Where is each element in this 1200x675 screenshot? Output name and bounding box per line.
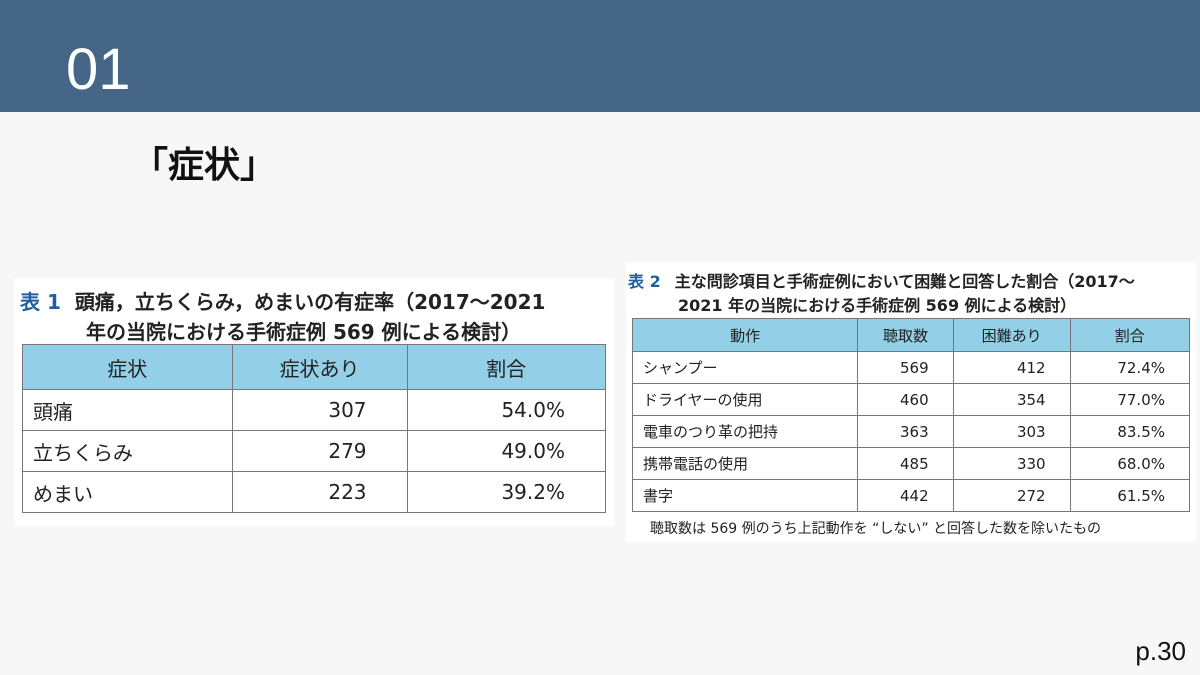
header-bar: [0, 0, 1200, 112]
cell-value: 72.4%: [1069, 351, 1191, 384]
row-label: 頭痛: [22, 389, 233, 431]
table-row: ドライヤーの使用 460 354 77.0%: [631, 383, 1191, 416]
header-row: 症状 症状あり 割合: [22, 344, 607, 390]
cell-value: 68.0%: [1069, 447, 1191, 480]
table-label: 表 2: [628, 272, 661, 291]
cell-value: 460: [857, 383, 954, 416]
cell-value: 303: [952, 415, 1071, 448]
table1-panel: 表 1 頭痛，立ちくらみ，めまいの有症率（2017〜2021 年の当院における手術…: [14, 278, 614, 526]
cell-value: 330: [952, 447, 1071, 480]
cell-value: 569: [857, 351, 954, 384]
table: 動作 聴取数 困難あり 割合 シャンプー 569 412 72.4% ドライヤーの使用 460 35…: [631, 318, 1191, 512]
caption-line: 2021 年の当院における手術症例 569 例による検討）: [678, 296, 1077, 315]
cell-value: 279: [231, 430, 408, 472]
cell-value: 412: [952, 351, 1071, 384]
caption: 表 2 主な問診項目と手術症例において困難と回答した割合（2017〜: [628, 268, 1135, 292]
row-label: 立ちくらみ: [22, 430, 233, 472]
table-row: 立ちくらみ 279 49.0%: [22, 430, 607, 472]
cell-value: 307: [231, 389, 408, 431]
table-row: めまい 223 39.2%: [22, 471, 607, 513]
cell-value: 49.0%: [406, 430, 607, 472]
cell-value: 77.0%: [1069, 383, 1191, 416]
cell-value: 223: [231, 471, 408, 513]
slide-title: 「症状」: [132, 145, 277, 186]
page-number: p.30: [1135, 636, 1186, 666]
cell-value: 54.0%: [406, 389, 607, 431]
column-header: 症状あり: [231, 344, 408, 390]
table2-panel: 表 2 主な問診項目と手術症例において困難と回答した割合（2017〜 2021 年…: [626, 262, 1196, 542]
table-row: シャンプー 569 412 72.4%: [631, 351, 1191, 384]
row-label: 電車のつり革の把持: [631, 415, 859, 448]
cell-value: 485: [857, 447, 954, 480]
column-header: 割合: [406, 344, 607, 390]
cell-value: 354: [952, 383, 1071, 416]
table-row: 頭痛 307 54.0%: [22, 389, 607, 431]
table-row: 書字 442 272 61.5%: [631, 479, 1191, 512]
caption-line: 頭痛，立ちくらみ，めまいの有症率（2017〜2021: [74, 290, 546, 314]
table-label: 表 1: [20, 290, 61, 314]
cell-value: 61.5%: [1069, 479, 1191, 512]
cell-value: 83.5%: [1069, 415, 1191, 448]
row-label: ドライヤーの使用: [631, 383, 859, 416]
cell-value: 39.2%: [406, 471, 607, 513]
column-header: 動作: [631, 318, 859, 352]
cell-value: 272: [952, 479, 1071, 512]
cell-value: 363: [857, 415, 954, 448]
column-header: 割合: [1069, 318, 1191, 352]
caption-line: 主な問診項目と手術症例において困難と回答した割合（2017〜: [674, 272, 1135, 291]
table-note: 聴取数は 569 例のうち上記動作を “しない” と回答した数を除いたもの: [650, 521, 1102, 537]
column-header: 聴取数: [857, 318, 954, 352]
row-label: 書字: [631, 479, 859, 512]
column-header: 症状: [22, 344, 233, 390]
caption: 表 1 頭痛，立ちくらみ，めまいの有症率（2017〜2021: [20, 286, 545, 315]
table-row: 電車のつり革の把持 363 303 83.5%: [631, 415, 1191, 448]
table: 症状 症状あり 割合 頭痛 307 54.0% 立ちくらみ 279 49.0% めまい 223 39.…: [22, 344, 607, 513]
caption-line: 年の当院における手術症例 569 例による検討）: [86, 320, 522, 344]
column-header: 困難あり: [952, 318, 1071, 352]
cell-value: 442: [857, 479, 954, 512]
row-label: めまい: [22, 471, 233, 513]
table-row: 携帯電話の使用 485 330 68.0%: [631, 447, 1191, 480]
row-label: シャンプー: [631, 351, 859, 384]
section-number: 01: [66, 37, 131, 102]
row-label: 携帯電話の使用: [631, 447, 859, 480]
header-row: 動作 聴取数 困難あり 割合: [631, 318, 1191, 352]
